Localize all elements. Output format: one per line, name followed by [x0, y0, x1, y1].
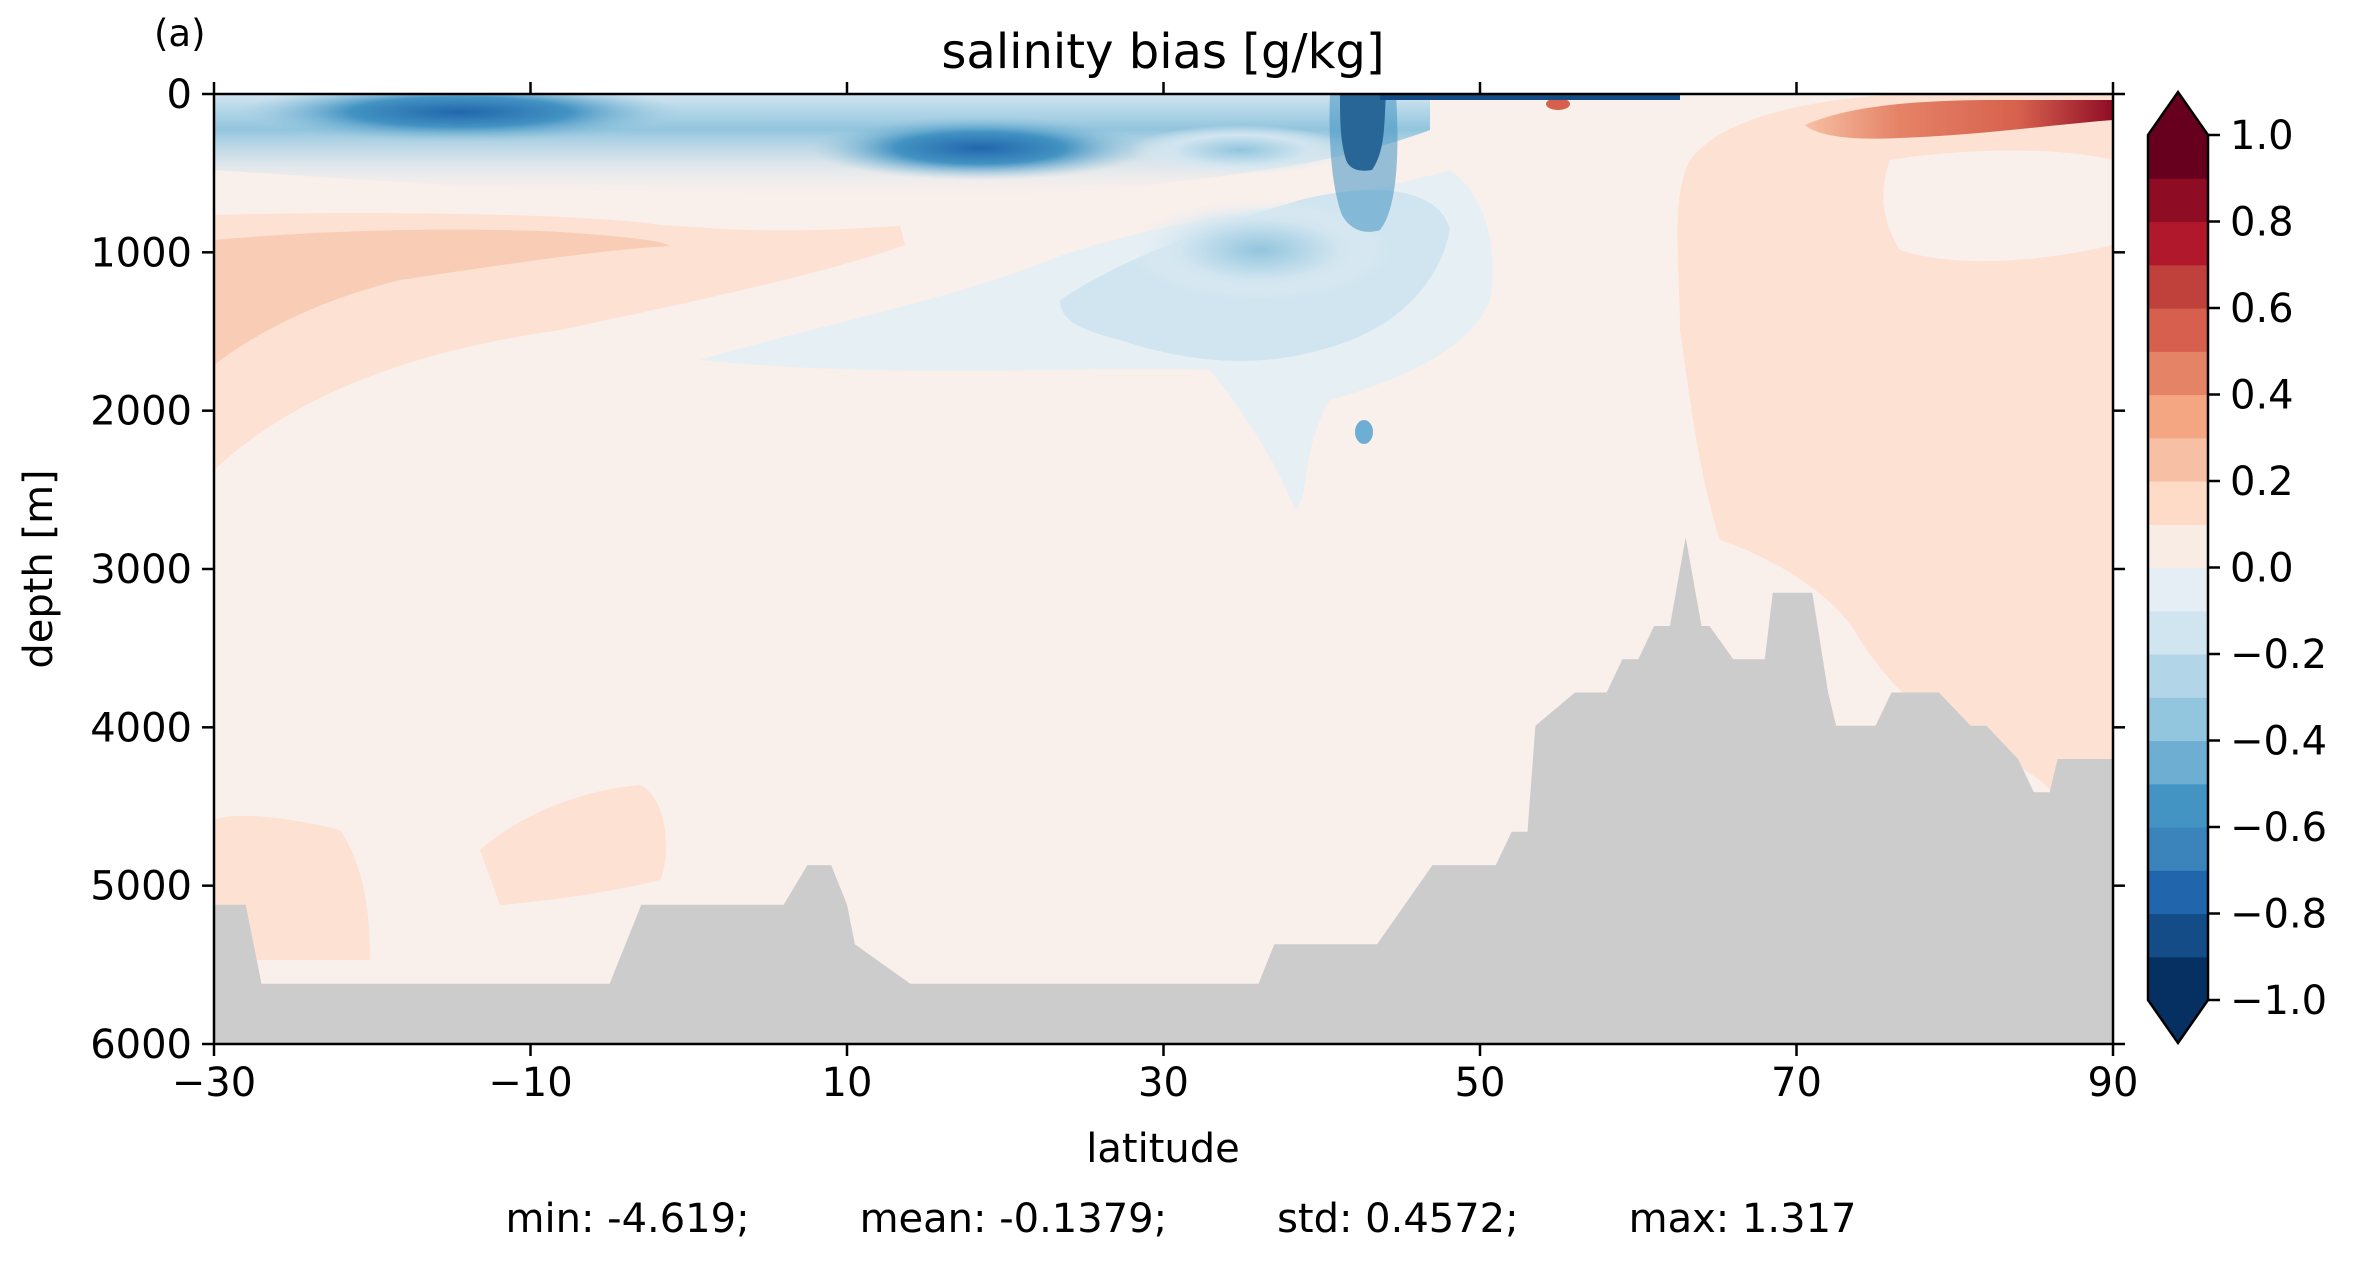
y-tick-label: 5000	[90, 864, 192, 910]
contour-surface-blue-streak	[1380, 94, 1680, 100]
panel-label: (a)	[154, 12, 206, 55]
x-tick-label: 50	[1455, 1060, 1506, 1106]
contour-surface-core-east	[1130, 125, 1350, 175]
colorbar-tick-label: 0.0	[2230, 546, 2294, 592]
colorbar-tick-label: −0.4	[2230, 719, 2327, 765]
contour-field	[214, 94, 2113, 960]
y-tick-label: 6000	[90, 1022, 192, 1068]
contour-north-white-patch	[1883, 150, 2113, 262]
colorbar-segment	[2148, 783, 2208, 828]
y-axis: 0 1000 2000 3000 4000 5000 6000	[90, 72, 2125, 1068]
y-tick-label: 1000	[90, 230, 192, 276]
stat-max: max: 1.317	[1628, 1196, 1857, 1242]
colorbar-tick-label: −0.8	[2230, 892, 2327, 938]
colorbar-segment	[2148, 956, 2208, 1001]
colorbar-tick-label: −0.6	[2230, 805, 2327, 851]
contour-north-surface-red	[1805, 100, 2113, 139]
colorbar-segment	[2148, 654, 2208, 698]
y-tick-label: 4000	[90, 705, 192, 751]
contour-deep-blob	[1355, 420, 1373, 444]
stat-min: min: -4.619;	[505, 1196, 750, 1242]
y-axis-label: depth [m]	[16, 469, 62, 668]
y-tick-label: 2000	[90, 389, 192, 435]
y-tick-label: 3000	[90, 547, 192, 593]
colorbar-segment	[2148, 308, 2208, 352]
stat-std: std: 0.4572;	[1277, 1196, 1519, 1242]
contour-south-positive-core	[214, 229, 670, 365]
colorbar-segment	[2148, 437, 2208, 482]
colorbar-segment	[2148, 870, 2208, 915]
colorbar-segment	[2148, 394, 2208, 439]
x-axis: −30 −10 10 30 50 70 90	[172, 82, 2139, 1106]
x-tick-label: 70	[1771, 1060, 1822, 1106]
stat-mean: mean: -0.1379;	[859, 1196, 1168, 1242]
x-tick-label: 10	[822, 1060, 873, 1106]
statistics-line: min: -4.619; mean: -0.1379; std: 0.4572; ma…	[0, 1196, 2362, 1242]
x-tick-label: 90	[2088, 1060, 2139, 1106]
colorbar-extend-max	[2148, 92, 2208, 135]
x-tick-label: 30	[1138, 1060, 1189, 1106]
colorbar-segment	[2148, 827, 2208, 871]
colorbar-segment	[2148, 135, 2208, 179]
colorbar-segment	[2148, 740, 2208, 785]
colorbar-segment	[2148, 178, 2208, 223]
contour-blue-mid-core	[1130, 200, 1390, 300]
contour-surface-core-west	[240, 94, 680, 142]
colorbar-segment	[2148, 264, 2208, 309]
contour-deep-south-positive	[214, 815, 370, 960]
colorbar-segment	[2148, 567, 2208, 612]
colorbar-tick-label: 0.2	[2230, 459, 2294, 505]
colorbar-segment	[2148, 524, 2208, 569]
bathymetry-mask	[214, 537, 2113, 1044]
colorbar-segment	[2148, 697, 2208, 742]
colorbar-segment	[2148, 610, 2208, 655]
chart-title: salinity bias [g/kg]	[941, 24, 1384, 80]
contour-north-positive	[1677, 94, 2113, 800]
colorbar-tick-label: −0.2	[2230, 632, 2327, 678]
colorbar-tick-label: 0.6	[2230, 286, 2294, 332]
y-tick-label: 0	[167, 72, 192, 118]
x-axis-label: latitude	[1086, 1126, 1239, 1172]
colorbar-tick-label: 0.4	[2230, 373, 2294, 419]
contour-surface-red-spot	[1546, 98, 1570, 110]
colorbar: 1.0 0.8 0.6 0.4 0.2 0.0 −0.2 −0.4 −0.6 −0.8 −1.0	[2146, 89, 2327, 1046]
x-tick-label: −10	[488, 1060, 572, 1106]
colorbar-segment	[2148, 221, 2208, 266]
colorbar-segment	[2148, 913, 2208, 958]
x-tick-label: −30	[172, 1060, 256, 1106]
colorbar-tick-label: 1.0	[2230, 113, 2294, 159]
colorbar-extend-min	[2148, 1000, 2208, 1043]
contour-surface-core-central	[810, 116, 1150, 180]
contour-deep-lobe	[480, 785, 666, 905]
colorbar-segment	[2148, 481, 2208, 525]
colorbar-tick-label: −1.0	[2230, 978, 2327, 1024]
colorbar-segment	[2148, 351, 2208, 396]
colorbar-tick-label: 0.8	[2230, 200, 2294, 246]
contour-deep-negative-halo	[1329, 94, 1398, 232]
